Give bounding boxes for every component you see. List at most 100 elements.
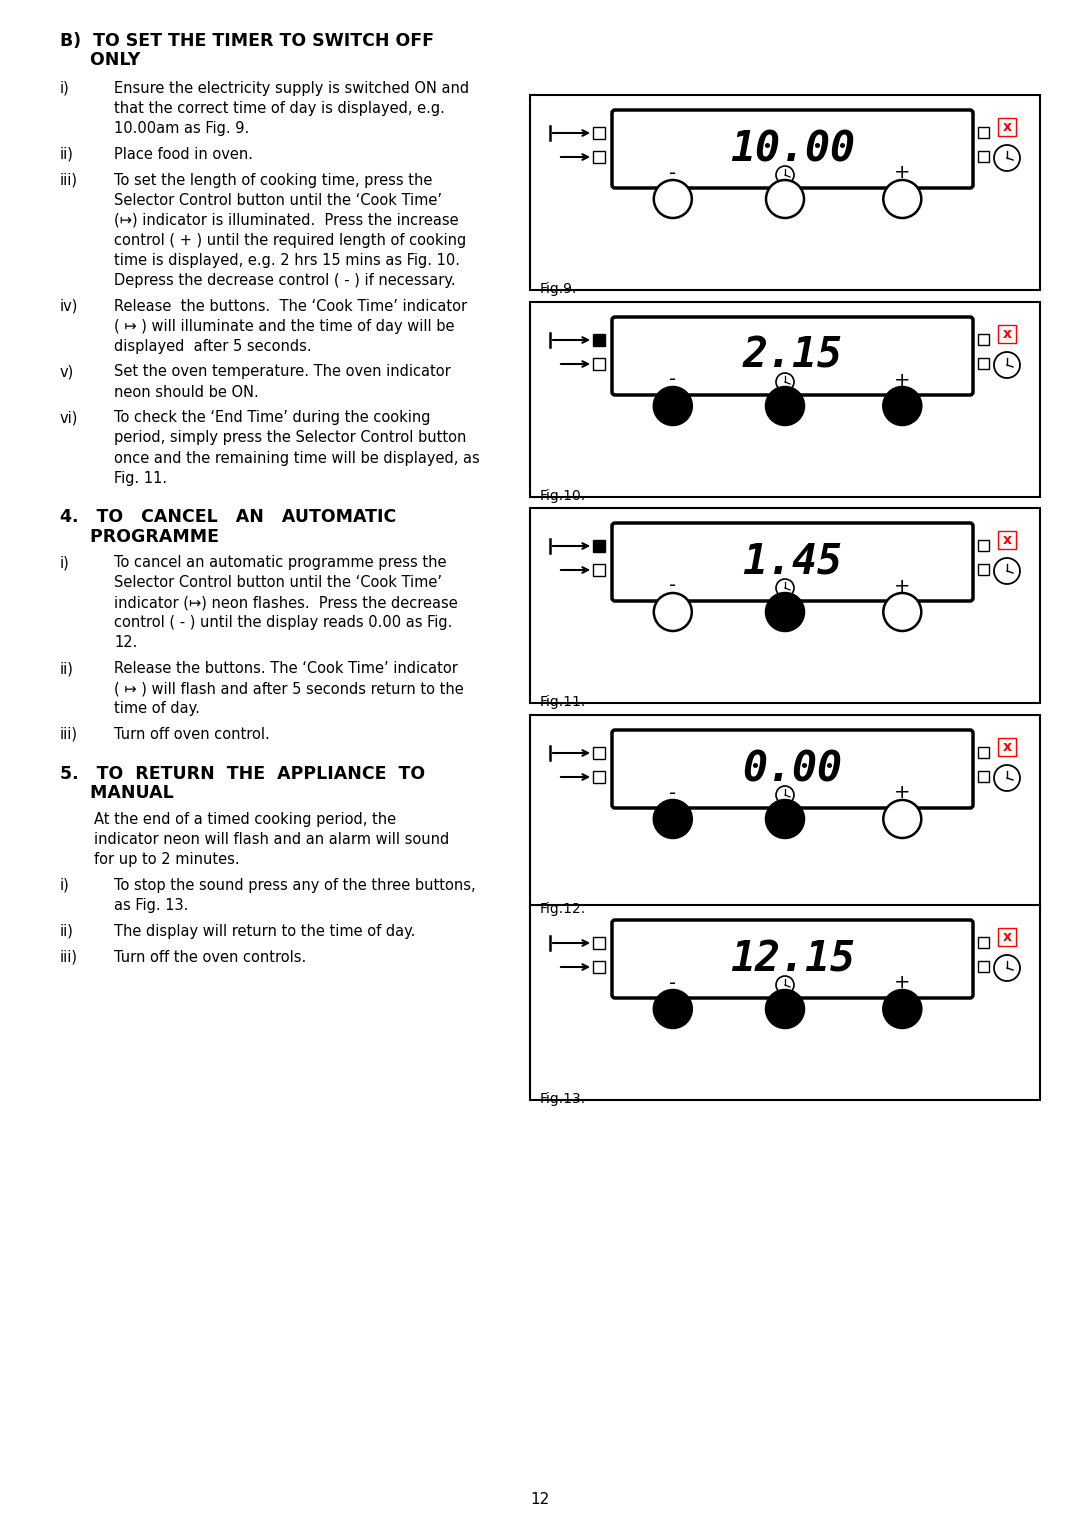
Bar [998,325,1016,342]
Text: The display will return to the time of day.: The display will return to the time of d… [114,923,416,938]
Circle shape [994,351,1020,377]
Circle shape [653,387,692,425]
Text: 0.00: 0.00 [743,749,842,790]
Text: Release the buttons. The ‘Cook Time’ indicator
( ↦ ) will flash and after 5 seco: Release the buttons. The ‘Cook Time’ ind… [114,662,463,717]
Text: ii): ii) [60,147,73,162]
Bar [593,937,605,949]
Bar [978,961,989,972]
Bar [978,539,989,552]
Circle shape [883,801,921,837]
Text: iii): iii) [60,949,78,964]
Text: ii): ii) [60,662,73,675]
Text: i): i) [60,877,70,892]
Text: 12: 12 [530,1491,550,1507]
Text: ONLY: ONLY [60,52,140,69]
Text: -: - [670,973,676,993]
Text: +: + [894,784,910,802]
Bar [593,127,605,139]
Circle shape [883,593,921,631]
Bar [530,507,1040,703]
Text: vi): vi) [60,411,79,425]
Circle shape [766,990,804,1028]
Bar [978,358,989,368]
Circle shape [653,801,692,837]
Circle shape [653,593,692,631]
Circle shape [777,373,794,391]
Text: +: + [894,973,910,993]
Text: 2.15: 2.15 [743,335,842,377]
Circle shape [766,593,804,631]
Text: Turn off oven control.: Turn off oven control. [114,727,270,743]
Text: iii): iii) [60,173,78,188]
Bar [530,715,1040,911]
Text: To check the ‘End Time’ during the cooking
period, simply press the Selector Con: To check the ‘End Time’ during the cooki… [114,411,480,486]
FancyBboxPatch shape [612,920,973,998]
Circle shape [994,558,1020,584]
Bar [978,772,989,782]
Text: Fig.12.: Fig.12. [540,902,586,915]
Bar [593,335,605,345]
Text: PROGRAMME: PROGRAMME [60,527,219,545]
Text: x: x [1002,533,1012,547]
Circle shape [994,766,1020,792]
Text: 10.00: 10.00 [730,128,855,170]
Bar [978,937,989,947]
Text: i): i) [60,81,70,96]
Bar [978,335,989,345]
Text: x: x [1002,931,1012,944]
FancyBboxPatch shape [612,523,973,601]
Circle shape [994,145,1020,171]
Text: +: + [894,163,910,182]
Bar [978,564,989,575]
Circle shape [883,387,921,425]
Bar [998,738,1016,756]
Text: iv): iv) [60,298,79,313]
Bar [593,564,605,576]
Bar [998,118,1016,136]
Text: Ensure the electricity supply is switched ON and
that the correct time of day is: Ensure the electricity supply is switche… [114,81,469,136]
Text: To set the length of cooking time, press the
Selector Control button until the ‘: To set the length of cooking time, press… [114,173,467,287]
Text: To stop the sound press any of the three buttons,
as Fig. 13.: To stop the sound press any of the three… [114,877,475,912]
Circle shape [777,579,794,597]
Bar [593,747,605,759]
Text: 1.45: 1.45 [743,541,842,584]
Text: Turn off the oven controls.: Turn off the oven controls. [114,949,307,964]
Bar [593,358,605,370]
Bar [593,539,605,552]
Text: -: - [670,163,676,182]
Text: Fig.10.: Fig.10. [540,489,586,503]
Bar [978,127,989,138]
Text: x: x [1002,740,1012,753]
Text: -: - [670,576,676,596]
Bar [978,747,989,758]
FancyBboxPatch shape [612,316,973,396]
Text: -: - [670,370,676,390]
Text: 4.   TO   CANCEL   AN   AUTOMATIC: 4. TO CANCEL AN AUTOMATIC [60,509,396,526]
Bar [593,961,605,973]
Bar [530,95,1040,290]
Bar [978,151,989,162]
Circle shape [653,990,692,1028]
Text: 12.15: 12.15 [730,938,855,979]
Circle shape [994,955,1020,981]
Text: v): v) [60,365,75,379]
Text: -: - [670,784,676,802]
Text: Place food in oven.: Place food in oven. [114,147,253,162]
Circle shape [777,167,794,183]
Bar [998,532,1016,549]
Bar [593,772,605,782]
Text: 5.   TO  RETURN  THE  APPLIANCE  TO: 5. TO RETURN THE APPLIANCE TO [60,766,426,782]
Text: x: x [1002,327,1012,341]
Text: To cancel an automatic programme press the
Selector Control button until the ‘Co: To cancel an automatic programme press t… [114,555,458,651]
FancyBboxPatch shape [612,110,973,188]
Circle shape [777,785,794,804]
Text: At the end of a timed cooking period, the
indicator neon will flash and an alarm: At the end of a timed cooking period, th… [94,811,449,866]
Circle shape [883,990,921,1028]
Text: i): i) [60,555,70,570]
Circle shape [766,180,804,219]
Circle shape [653,180,692,219]
Bar [530,905,1040,1100]
Bar [530,303,1040,497]
Text: Fig.9.: Fig.9. [540,283,578,296]
Text: MANUAL: MANUAL [60,784,174,802]
